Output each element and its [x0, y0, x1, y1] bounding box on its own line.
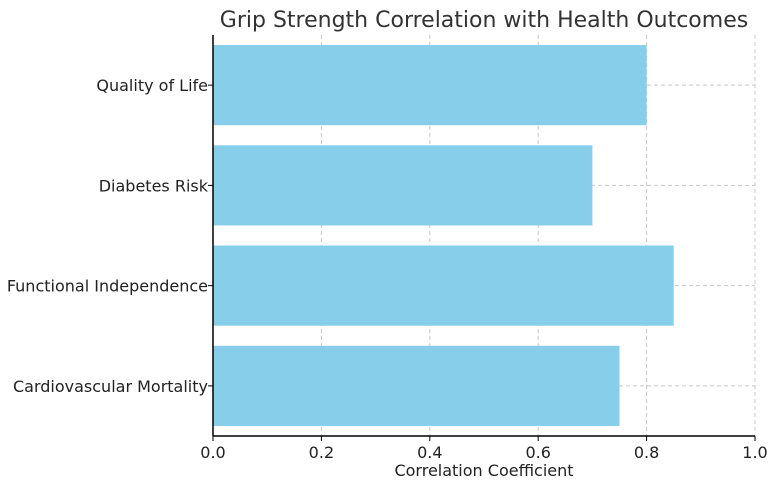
x-tick-label: 0.2 [309, 443, 334, 462]
category-label: Functional Independence [7, 277, 208, 296]
x-tick-label: 0.4 [417, 443, 442, 462]
bar-quality-of-life [213, 45, 647, 126]
category-labels: Cardiovascular Mortality Functional Indep… [7, 76, 213, 396]
x-tick-label: 0.6 [525, 443, 550, 462]
category-label: Quality of Life [96, 76, 208, 95]
x-tick-label: 0.8 [634, 443, 659, 462]
chart-title: Grip Strength Correlation with Health Ou… [220, 8, 748, 33]
x-axis-title: Correlation Coefficient [394, 461, 573, 480]
category-label: Diabetes Risk [99, 176, 209, 195]
category-label: Cardiovascular Mortality [13, 377, 208, 396]
bars [213, 45, 674, 426]
bar-diabetes-risk [213, 145, 593, 226]
x-tick-label: 1.0 [742, 443, 767, 462]
x-tick-label: 0.0 [200, 443, 225, 462]
x-ticks: 0.0 0.2 0.4 0.6 0.8 1.0 [200, 436, 768, 462]
bar-cardiovascular-mortality [213, 345, 620, 426]
bar-functional-independence [213, 245, 674, 326]
